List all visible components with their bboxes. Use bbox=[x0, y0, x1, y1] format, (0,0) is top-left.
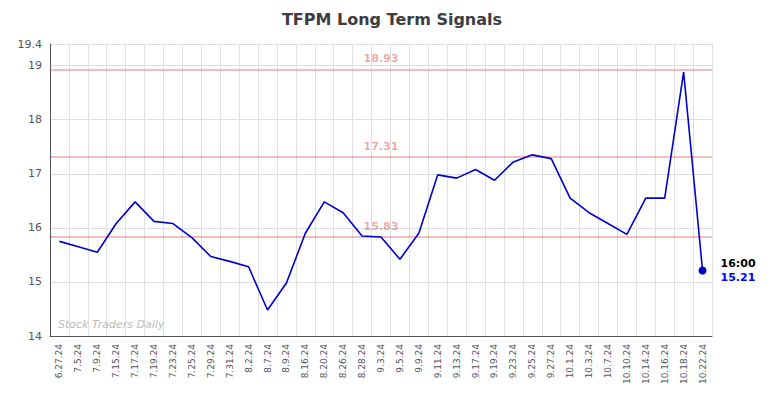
svg-text:9.9.24: 9.9.24 bbox=[414, 344, 424, 373]
svg-text:10.16.24: 10.16.24 bbox=[660, 344, 670, 384]
svg-text:18: 18 bbox=[28, 113, 42, 126]
svg-text:18.93: 18.93 bbox=[364, 52, 399, 65]
svg-text:15.83: 15.83 bbox=[364, 220, 399, 233]
svg-text:7.25.24: 7.25.24 bbox=[187, 344, 197, 379]
svg-text:9.25.24: 9.25.24 bbox=[527, 344, 537, 379]
svg-text:7.19.24: 7.19.24 bbox=[149, 344, 159, 379]
svg-text:10.22.24: 10.22.24 bbox=[698, 344, 708, 384]
svg-text:7.5.24: 7.5.24 bbox=[73, 344, 83, 373]
svg-text:10.3.24: 10.3.24 bbox=[584, 344, 594, 379]
svg-text:8.9.24: 8.9.24 bbox=[281, 344, 291, 373]
svg-text:8.2.24: 8.2.24 bbox=[244, 344, 254, 373]
svg-text:9.13.24: 9.13.24 bbox=[452, 344, 462, 379]
svg-text:10.1.24: 10.1.24 bbox=[565, 344, 575, 379]
svg-text:9.19.24: 9.19.24 bbox=[489, 344, 499, 379]
svg-text:16:00: 16:00 bbox=[721, 257, 756, 270]
svg-text:7.29.24: 7.29.24 bbox=[206, 344, 216, 379]
svg-text:10.7.24: 10.7.24 bbox=[603, 344, 613, 379]
svg-text:15: 15 bbox=[28, 275, 42, 288]
svg-text:8.16.24: 8.16.24 bbox=[300, 344, 310, 379]
svg-text:9.3.24: 9.3.24 bbox=[376, 344, 386, 373]
svg-text:7.23.24: 7.23.24 bbox=[168, 344, 178, 379]
svg-text:7.31.24: 7.31.24 bbox=[225, 344, 235, 379]
svg-text:9.27.24: 9.27.24 bbox=[546, 344, 556, 379]
svg-text:17: 17 bbox=[28, 167, 42, 180]
svg-text:7.15.24: 7.15.24 bbox=[111, 344, 121, 379]
svg-text:8.26.24: 8.26.24 bbox=[338, 344, 348, 379]
svg-text:17.31: 17.31 bbox=[364, 140, 399, 153]
svg-text:19: 19 bbox=[28, 59, 42, 72]
svg-text:15.21: 15.21 bbox=[721, 271, 756, 284]
svg-text:19.4: 19.4 bbox=[18, 38, 43, 51]
svg-text:8.7.24: 8.7.24 bbox=[263, 344, 273, 373]
svg-text:10.14.24: 10.14.24 bbox=[641, 344, 651, 384]
svg-text:9.5.24: 9.5.24 bbox=[395, 344, 405, 373]
svg-text:7.17.24: 7.17.24 bbox=[130, 344, 140, 379]
svg-text:10.18.24: 10.18.24 bbox=[679, 344, 689, 384]
svg-text:6.27.24: 6.27.24 bbox=[54, 344, 64, 379]
svg-text:8.28.24: 8.28.24 bbox=[357, 344, 367, 379]
svg-text:9.11.24: 9.11.24 bbox=[433, 344, 443, 379]
svg-text:10.10.24: 10.10.24 bbox=[622, 344, 632, 384]
svg-text:7.9.24: 7.9.24 bbox=[92, 344, 102, 373]
svg-text:8.20.24: 8.20.24 bbox=[319, 344, 329, 379]
svg-text:Stock Traders Daily: Stock Traders Daily bbox=[58, 318, 165, 331]
svg-text:TFPM Long Term Signals: TFPM Long Term Signals bbox=[282, 10, 502, 29]
svg-text:9.17.24: 9.17.24 bbox=[471, 344, 481, 379]
svg-text:9.23.24: 9.23.24 bbox=[508, 344, 518, 379]
svg-text:14: 14 bbox=[28, 330, 42, 343]
svg-text:16: 16 bbox=[28, 221, 42, 234]
